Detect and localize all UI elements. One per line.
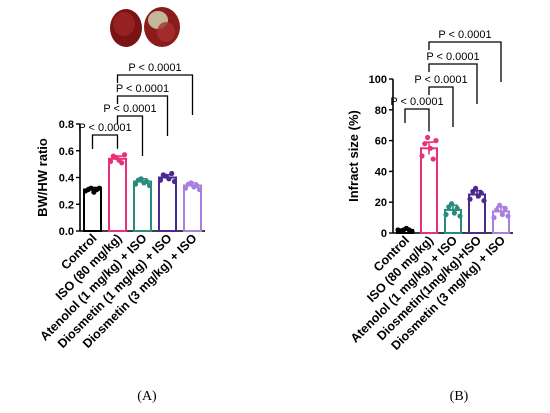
data-point [419,153,425,159]
bar [158,176,177,232]
data-point [494,207,500,213]
panel-label-a: (A) [137,389,157,404]
significance-bracket [404,108,430,132]
data-point [505,213,511,219]
data-point [481,198,487,204]
data-point [451,210,457,216]
heart-photo-icon [110,7,180,47]
data-point [427,145,433,151]
significance-bracket [91,134,119,149]
data-point [119,160,125,166]
y-tick-label: 40 [375,166,387,178]
y-tick-label: 0 [381,228,387,240]
data-point [433,138,439,144]
y-tick-label: 60 [375,136,387,148]
data-point [132,181,139,187]
data-point [169,170,175,177]
data-point [502,205,508,211]
data-point [430,156,436,162]
significance-bracket [116,115,144,156]
data-point [454,205,460,211]
significance-bracket [428,63,478,104]
y-tick-label: 0.8 [59,119,74,131]
data-point [182,185,189,191]
data-point [467,196,473,202]
bar [133,180,152,232]
bar [108,157,127,232]
data-point [449,201,455,207]
data-point [478,190,484,196]
data-point [473,185,479,191]
y-tick-label: 100 [369,74,387,86]
data-point [425,134,431,141]
significance-bracket [116,95,169,136]
data-point [166,176,172,182]
p-value-label: P < 0.0001 [78,122,131,134]
data-point [107,158,114,165]
p-value-label: P < 0.0001 [438,29,491,41]
data-point [121,152,128,158]
data-point [96,185,103,191]
data-point [144,178,150,185]
data-point [491,215,497,221]
panel-label-b: (B) [450,389,469,404]
y-tick-label: 80 [375,105,387,117]
data-point [88,185,94,191]
y-tick-label: 20 [375,197,387,209]
y-tick-label: 0.2 [59,199,74,211]
p-value-label: P < 0.0001 [128,62,181,74]
data-point [157,177,164,183]
bar [183,184,202,232]
p-value-label: P < 0.0001 [116,83,169,95]
data-point [457,213,463,219]
significance-bracket [116,74,194,115]
data-point [171,178,178,185]
y-tick-label: 0.0 [59,226,74,238]
data-point [497,202,503,208]
data-point [196,186,203,193]
bar [83,188,102,233]
significance-bracket [428,86,454,127]
data-point [409,228,415,235]
data-point [146,182,153,189]
y-axis-label: Infract size (%) [346,110,361,202]
data-point [138,176,144,182]
p-value-label: P < 0.0001 [390,96,443,108]
data-point [422,141,428,147]
significance-bracket [428,41,502,82]
p-value-label: P < 0.0001 [426,51,479,63]
y-tick-label: 0.6 [59,146,74,158]
data-point [188,180,194,186]
y-axis-label: BW/HW ratio [35,138,50,217]
data-point [499,211,505,218]
data-point [443,211,449,218]
y-tick-label: 0.4 [59,173,75,185]
p-value-label: P < 0.0001 [414,74,467,86]
data-point [194,182,200,189]
p-value-label: P < 0.0001 [103,103,156,115]
